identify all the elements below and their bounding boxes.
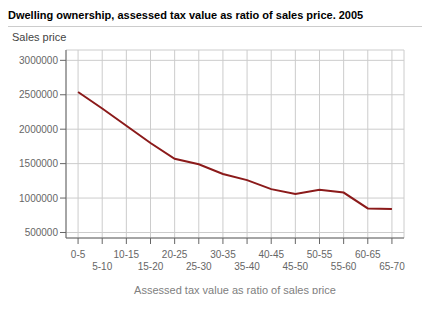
html-text:Sales price: Sales price <box>12 31 67 43</box>
svg-text:15-20: 15-20 <box>138 261 164 272</box>
svg-text:55-60: 55-60 <box>331 261 357 272</box>
svg-text:2000000: 2000000 <box>19 124 58 135</box>
svg-text:3000000: 3000000 <box>19 55 58 66</box>
svg-text:5-10: 5-10 <box>92 261 112 272</box>
svg-text:10-15: 10-15 <box>114 249 140 260</box>
svg-text:0-5: 0-5 <box>71 249 86 260</box>
svg-text:1500000: 1500000 <box>19 158 58 169</box>
svg-text:25-30: 25-30 <box>186 261 212 272</box>
svg-text:2500000: 2500000 <box>19 89 58 100</box>
svg-text:Assessed tax value as ratio of: Assessed tax value as ratio of sales pri… <box>134 284 336 294</box>
svg-text:45-50: 45-50 <box>283 261 309 272</box>
svg-text:50-55: 50-55 <box>307 249 333 260</box>
svg-text:30-35: 30-35 <box>210 249 236 260</box>
svg-text:20-25: 20-25 <box>162 249 188 260</box>
svg-text:60-65: 60-65 <box>355 249 381 260</box>
svg-text:1000000: 1000000 <box>19 193 58 204</box>
svg-text:65-70: 65-70 <box>379 261 405 272</box>
svg-text:35-40: 35-40 <box>234 261 260 272</box>
svg-text:40-45: 40-45 <box>258 249 284 260</box>
html-text:Dwelling ownership, assessed t: Dwelling ownership, assessed tax value a… <box>8 9 364 21</box>
svg-text:500000: 500000 <box>25 227 59 238</box>
